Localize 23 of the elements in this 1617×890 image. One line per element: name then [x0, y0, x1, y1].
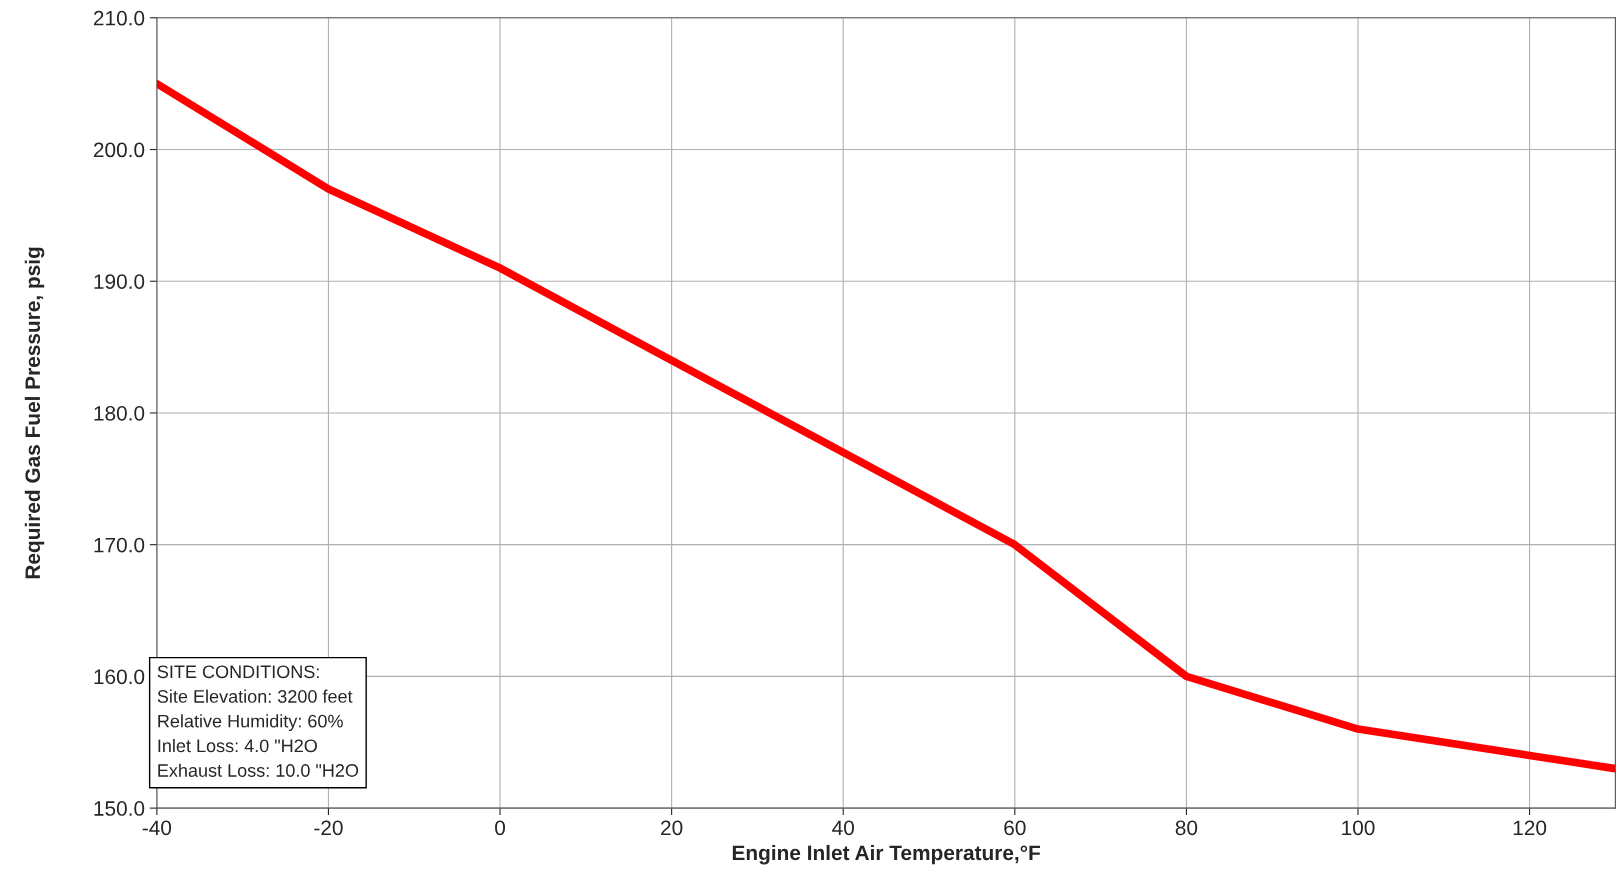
y-tick-label: 190.0 [94, 274, 145, 289]
y-tick-label: 150.0 [94, 801, 145, 816]
y-tick-label: 200.0 [93, 142, 145, 158]
x-axis-title: Engine Inlet Air Temperature,°F [732, 844, 1041, 865]
y-tick-label: 210.0 [93, 10, 145, 26]
x-tick-label: 0 [495, 820, 506, 836]
x-tick-label: -40 [142, 820, 172, 836]
x-tick-label: 100 [1342, 820, 1375, 836]
y-tick-label: 160.0 [94, 669, 145, 685]
annotation: Site Elevation: 3200 feet [157, 689, 353, 703]
y-tick-label: 180.0 [94, 405, 145, 421]
y-axis-title: Required Gas Fuel Pressure, psig [24, 247, 45, 579]
annotation: Relative Humidity: 60% [158, 714, 343, 732]
y-tick-label: 170.0 [94, 537, 145, 553]
x-tick-label: 60 [1004, 820, 1026, 836]
x-tick-label: 40 [832, 820, 854, 836]
x-tick-label: 120 [1513, 820, 1547, 836]
annotation: Inlet Loss: 4.0 "H2O [158, 738, 317, 753]
annotation: SITE CONDITIONS: [157, 665, 319, 679]
annotation: Exhaust Loss: 10.0 "H2O [158, 763, 359, 777]
x-tick-label: -20 [314, 820, 343, 836]
x-tick-label: 80 [1175, 820, 1198, 836]
x-tick-label: 20 [661, 820, 683, 836]
